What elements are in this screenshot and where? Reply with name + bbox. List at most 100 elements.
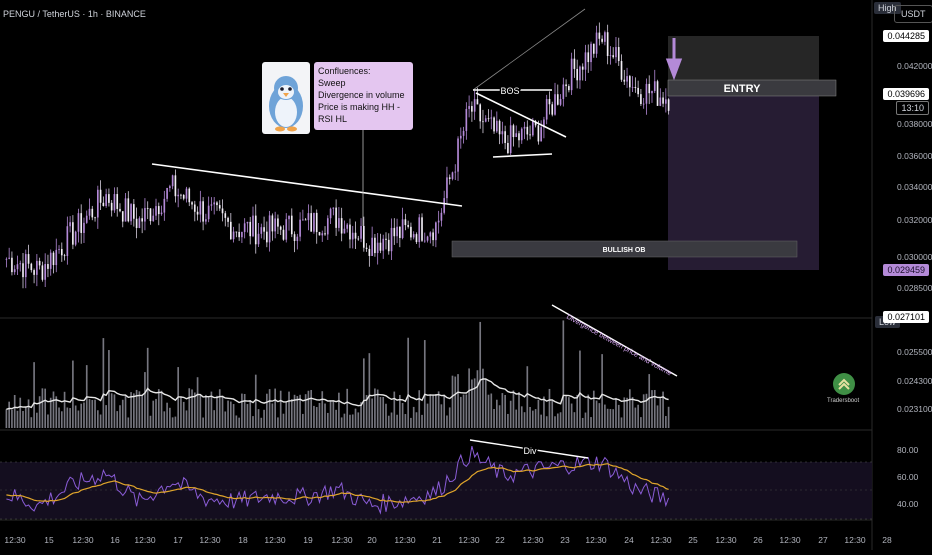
volume-bar	[457, 374, 459, 428]
candle-body	[252, 215, 254, 237]
volume-bar	[49, 397, 52, 428]
candle-body	[540, 127, 542, 142]
candle-body	[19, 263, 22, 265]
time-tick: 17	[173, 535, 183, 545]
time-tick: 12:30	[134, 535, 156, 545]
bullish-ob-zone	[451, 240, 798, 258]
candle-body	[232, 231, 235, 240]
candle-body	[448, 177, 451, 179]
candle-body	[418, 217, 421, 243]
time-tick: 12:30	[650, 535, 672, 545]
volume-bar	[595, 400, 598, 428]
candle-body	[634, 86, 637, 88]
volume-bar	[252, 416, 254, 428]
volume-bar	[74, 405, 77, 428]
candle-body	[88, 208, 91, 216]
candle-body	[52, 252, 55, 266]
candle-body	[58, 249, 60, 250]
brand-name: Tradersboot	[827, 398, 860, 404]
volume-bar	[374, 388, 376, 428]
volume-bar	[110, 393, 113, 428]
volume-bar	[412, 406, 415, 428]
volume-tick: 0.025500	[897, 347, 932, 357]
candle-body	[246, 221, 249, 224]
candle-body	[543, 119, 545, 128]
candle-body	[368, 248, 371, 256]
volume-bar	[476, 370, 479, 428]
candle-body	[282, 229, 285, 240]
candle-body	[83, 222, 85, 233]
volume-bar	[540, 414, 542, 428]
volume-bar	[507, 413, 509, 428]
volume-bar	[399, 394, 401, 428]
candle-body	[376, 242, 379, 254]
candle-body	[94, 217, 96, 219]
candle-body	[387, 239, 390, 252]
candle-body	[241, 231, 243, 238]
volume-bar	[645, 393, 648, 428]
volume-bar	[218, 389, 221, 428]
volume-bar	[545, 416, 548, 428]
volume-bar	[102, 338, 105, 428]
candle-body	[590, 43, 592, 63]
candle-body	[155, 206, 157, 216]
candle-body	[515, 133, 518, 138]
candle-body	[573, 58, 576, 69]
candle-body	[55, 249, 58, 266]
wedge-upper	[475, 92, 567, 138]
candle-body	[462, 130, 465, 136]
volume-bar	[376, 389, 379, 428]
candle-body	[119, 208, 121, 212]
candle-body	[667, 99, 670, 111]
volume-bar	[570, 403, 573, 428]
currency-button[interactable]: USDT	[894, 5, 932, 23]
time-tick: 12:30	[394, 535, 416, 545]
candle-body	[268, 215, 271, 243]
price-tick: 0.028500	[897, 283, 932, 293]
confluences-line: Divergence in volume	[318, 90, 405, 100]
volume-bar	[271, 403, 274, 428]
confluences-line: Price is making HH - RSI HL	[318, 102, 401, 124]
volume-bar	[13, 394, 16, 428]
candle-body	[426, 236, 429, 241]
volume-bar	[526, 366, 529, 428]
volume-bar	[41, 388, 44, 428]
candle-body	[459, 135, 462, 139]
candle-body	[454, 171, 457, 173]
candle-body	[302, 219, 304, 221]
volume-bar	[33, 362, 35, 428]
candle-body	[157, 206, 160, 215]
candle-body	[495, 120, 498, 132]
volume-bar	[274, 388, 276, 428]
candle-body	[529, 134, 531, 136]
candle-body	[554, 94, 556, 115]
volume-bar	[576, 394, 579, 428]
candle-body	[615, 47, 617, 58]
candle-body	[665, 99, 667, 104]
volume-bar	[443, 394, 446, 428]
volume-bar	[282, 413, 285, 428]
volume-bar	[448, 407, 451, 428]
candle-body	[507, 142, 509, 154]
volume-bar	[193, 392, 196, 428]
candle-body	[47, 264, 49, 269]
candle-body	[72, 222, 74, 245]
volume-bar	[174, 416, 177, 428]
price-tick: 0.030000	[897, 252, 932, 262]
wedge-lower	[492, 153, 553, 158]
volume-bar	[310, 389, 313, 428]
symbol-header[interactable]: PENGU / TetherUS · 1h · BINANCE	[3, 9, 146, 19]
volume-bar	[60, 411, 63, 428]
volume-bar	[91, 399, 94, 428]
time-tick: 12:30	[715, 535, 737, 545]
volume-bar	[493, 408, 495, 428]
volume-bar	[601, 354, 603, 428]
volume-bar	[548, 388, 551, 428]
volume-bar	[410, 417, 412, 428]
candle-body	[487, 118, 490, 120]
volume-bar	[324, 403, 326, 428]
volume-bar	[47, 414, 49, 428]
candle-body	[562, 84, 565, 100]
